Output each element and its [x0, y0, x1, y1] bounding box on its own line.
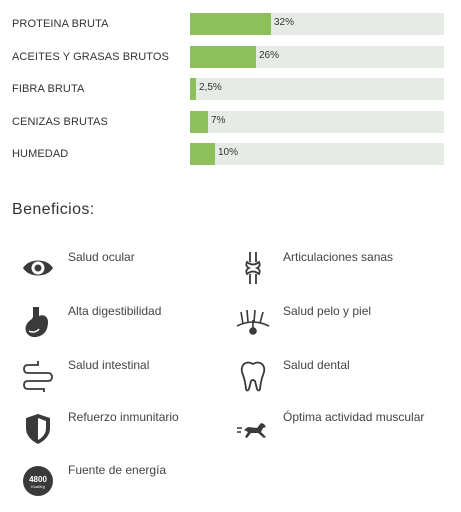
nutrient-label: CENIZAS BRUTAS [12, 116, 108, 128]
benefit-label: Refuerzo inmunitario [68, 410, 179, 424]
shield-icon [20, 410, 56, 446]
benefit-actividad-muscular: Óptima actividad muscular [235, 410, 455, 450]
benefit-label: Salud intestinal [68, 358, 150, 372]
nutrient-bar-fill [190, 46, 256, 68]
nutrient-bar-fill [190, 78, 196, 100]
benefit-label: Salud ocular [68, 250, 135, 264]
nutrient-label: PROTEINA BRUTA [12, 18, 109, 30]
benefit-dental: Salud dental [235, 358, 455, 398]
nutrient-bar-track [190, 111, 444, 133]
nutrient-bar-fill [190, 143, 215, 165]
benefit-pelo-piel: Salud pelo y piel [235, 304, 455, 344]
intestine-icon [20, 358, 56, 394]
nutrient-row-humedad: HUMEDAD 10% [0, 143, 461, 165]
nutrient-bar-track [190, 78, 444, 100]
nutrient-value: 2,5% [199, 82, 222, 93]
nutrient-row-cenizas: CENIZAS BRUTAS 7% [0, 111, 461, 133]
benefit-articulaciones: Articulaciones sanas [235, 250, 455, 290]
tooth-icon [235, 358, 271, 394]
nutrient-row-aceites: ACEITES Y GRASAS BRUTOS 26% [0, 46, 461, 68]
nutrient-bar-track [190, 13, 444, 35]
nutrient-bar-fill [190, 111, 208, 133]
stomach-icon [20, 304, 56, 340]
hair-skin-icon [235, 304, 271, 340]
benefit-label: Óptima actividad muscular [283, 410, 425, 424]
benefit-label: Articulaciones sanas [283, 250, 394, 264]
benefit-label: Salud pelo y piel [283, 304, 372, 318]
benefit-label: Salud dental [283, 358, 350, 372]
running-dog-icon [235, 410, 271, 446]
nutrient-value: 32% [274, 17, 295, 28]
joint-icon [235, 250, 271, 286]
nutrient-value: 7% [211, 115, 226, 126]
nutrient-row-proteina: PROTEINA BRUTA 32% [0, 13, 461, 35]
benefits-title: Beneficios: [12, 201, 95, 218]
benefit-intestinal: Salud intestinal [20, 358, 220, 398]
energy-badge-number: 4800 [29, 475, 47, 484]
benefit-label: Alta digestibilidad [68, 304, 162, 318]
energy-badge-unit: Kcal/Kg [31, 484, 45, 489]
benefit-inmunitario: Refuerzo inmunitario [20, 410, 220, 450]
nutrient-bar-track [190, 143, 444, 165]
nutrient-label: ACEITES Y GRASAS BRUTOS [12, 51, 169, 63]
nutrient-bar-fill [190, 13, 271, 35]
nutrient-bar-track [190, 46, 444, 68]
nutrient-label: FIBRA BRUTA [12, 83, 85, 95]
benefit-digestibilidad: Alta digestibilidad [20, 304, 220, 344]
nutrient-label: HUMEDAD [12, 148, 69, 160]
nutrient-row-fibra: FIBRA BRUTA 2,5% [0, 78, 461, 100]
nutrient-value: 10% [218, 147, 239, 158]
eye-icon [20, 250, 56, 286]
benefit-label: Fuente de energía [68, 463, 167, 477]
energy-badge-icon: 4800 Kcal/Kg [20, 463, 56, 499]
benefit-energia: 4800 Kcal/Kg Fuente de energía [20, 463, 220, 503]
nutrient-value: 26% [259, 50, 280, 61]
benefit-salud-ocular: Salud ocular [20, 250, 220, 290]
